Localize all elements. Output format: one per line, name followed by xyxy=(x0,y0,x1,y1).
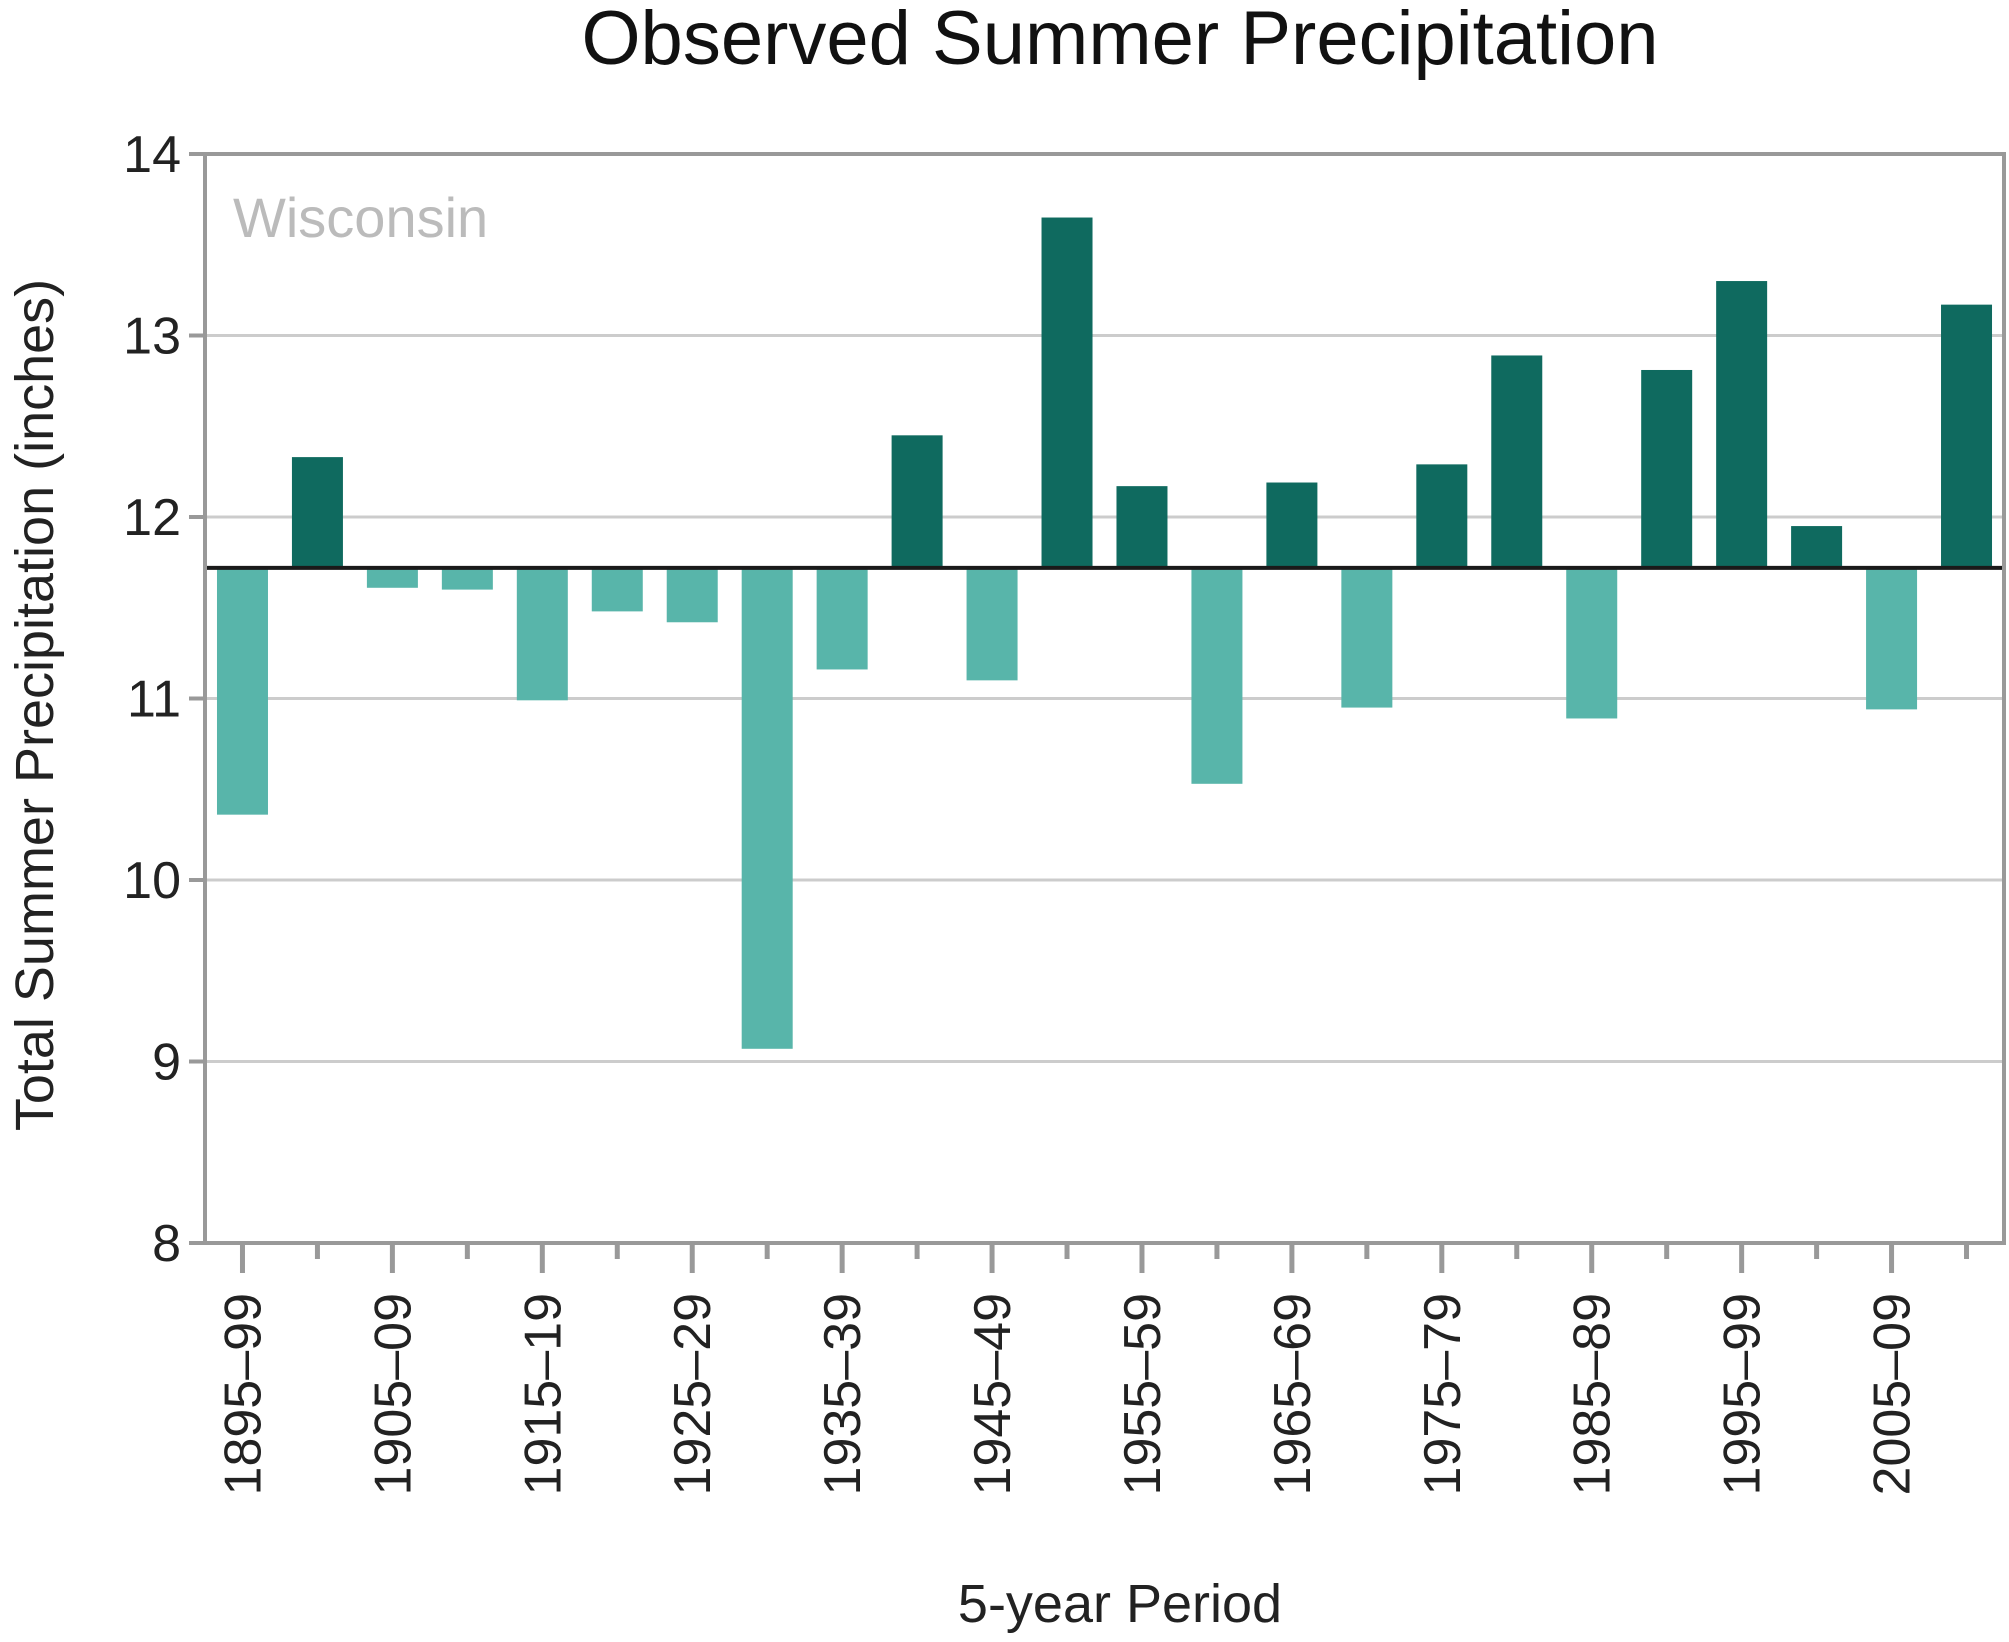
bar xyxy=(1191,567,1243,784)
x-tick-label: 1965–69 xyxy=(1264,1293,1322,1495)
bar xyxy=(1266,482,1318,568)
gridlines xyxy=(205,334,2004,1063)
bar xyxy=(741,567,793,1049)
y-axis: 8 9 10 11 12 13 14 xyxy=(123,126,205,1273)
bar xyxy=(1491,355,1543,568)
bar xyxy=(441,567,493,590)
x-tick-label: 1935–39 xyxy=(814,1293,872,1495)
bar xyxy=(1641,369,1693,568)
y-tick-label: 14 xyxy=(123,126,181,184)
x-tick-label: 1925–29 xyxy=(664,1293,722,1495)
x-tick-label: 2005–09 xyxy=(1864,1293,1922,1495)
bar xyxy=(1791,526,1843,568)
bar xyxy=(666,567,718,623)
x-tick-label: 1945–49 xyxy=(964,1293,1022,1495)
bar xyxy=(1941,304,1993,568)
bar xyxy=(1341,567,1393,708)
bar xyxy=(891,435,943,568)
x-tick-label: 1915–19 xyxy=(514,1293,572,1495)
region-label: Wisconsin xyxy=(233,186,488,249)
x-tick-label: 1955–59 xyxy=(1114,1293,1172,1495)
y-tick-label: 12 xyxy=(123,489,181,547)
bar xyxy=(1116,486,1168,568)
bar xyxy=(366,567,418,588)
y-tick-label: 10 xyxy=(123,852,181,910)
y-tick-label: 8 xyxy=(152,1215,181,1273)
x-tick-label: 1975–79 xyxy=(1414,1293,1472,1495)
bar xyxy=(1416,464,1468,568)
x-tick-label: 1905–09 xyxy=(364,1293,422,1495)
x-axis-label: 5-year Period xyxy=(958,1574,1282,1634)
y-tick-label: 13 xyxy=(123,308,181,366)
bar xyxy=(216,567,268,815)
bar xyxy=(1041,217,1093,568)
chart-title: Observed Summer Precipitation xyxy=(581,0,1658,81)
bar xyxy=(516,567,568,701)
bar xyxy=(1566,567,1618,719)
bars xyxy=(216,217,1993,1049)
bar xyxy=(591,567,643,612)
y-tick-label: 11 xyxy=(127,671,181,729)
bar xyxy=(1716,281,1768,568)
y-axis-label: Total Summer Precipitation (inches) xyxy=(5,279,65,1131)
x-axis: 1895–99 1905–09 1915–19 1925–29 1935–39 1945–… xyxy=(214,1243,1970,1495)
bar xyxy=(966,567,1018,681)
x-tick-label: 1895–99 xyxy=(214,1293,272,1495)
bar xyxy=(816,567,868,670)
x-tick-label: 1995–99 xyxy=(1714,1293,1772,1495)
bar xyxy=(291,457,343,568)
y-tick-label: 9 xyxy=(152,1034,181,1092)
x-tick-label: 1985–89 xyxy=(1564,1293,1622,1495)
bar xyxy=(1866,567,1918,710)
